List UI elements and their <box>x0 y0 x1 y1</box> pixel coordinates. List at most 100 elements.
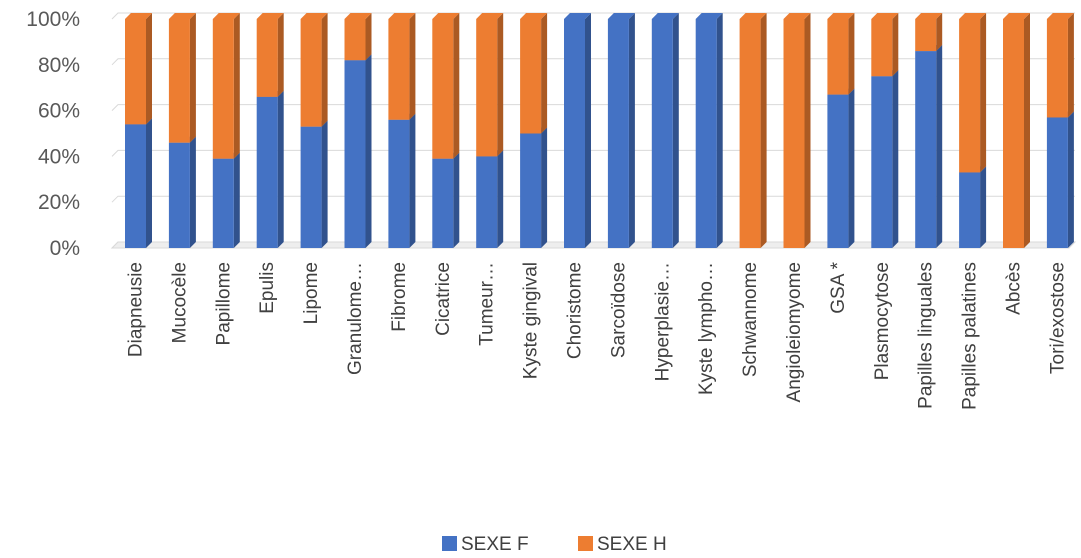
x-category-label: Sarcoïdose <box>608 262 629 358</box>
bar-sexe-f <box>564 19 585 248</box>
bar-side-sexe-h <box>321 13 328 127</box>
bar-side-sexe-h <box>365 13 372 61</box>
bar-side-sexe-f <box>541 127 548 248</box>
bar-sexe-f <box>388 119 410 248</box>
bar-sexe-f <box>1046 117 1068 248</box>
bar-top-sexe-h <box>125 13 152 19</box>
x-category-label: Fibrome <box>389 262 410 332</box>
bar-side-sexe-f <box>585 13 591 248</box>
bar-sexe-f <box>695 19 717 248</box>
x-category-label: Tori/exostose <box>1047 262 1068 374</box>
bar-sexe-f <box>915 51 937 249</box>
bar-sexe-f <box>871 76 893 248</box>
bar-sexe-f <box>432 158 454 248</box>
bar-side-sexe-h <box>848 13 855 95</box>
bar-side-sexe-f <box>233 152 240 248</box>
x-category-label: Hyperplasie… <box>652 262 673 381</box>
bar-sexe-h <box>827 19 849 95</box>
bars <box>125 13 1074 249</box>
bar-sexe-h <box>915 19 937 52</box>
legend-label-sexe-f: SEXE F <box>461 534 529 555</box>
bar-top-sexe-h <box>827 13 855 19</box>
bar-sexe-h <box>300 19 322 127</box>
bar-side-sexe-h <box>760 13 767 248</box>
bar-side-sexe-h <box>453 13 460 159</box>
bar-sexe-h <box>212 19 234 159</box>
bar-side-sexe-h <box>541 13 548 134</box>
x-category-label: GSA * <box>828 261 849 313</box>
x-category-label: Papillome <box>213 262 234 345</box>
bar-side-sexe-f <box>980 166 987 248</box>
bar-top-sexe-h <box>783 13 811 19</box>
x-category-label: Plasmocytose <box>872 262 893 380</box>
x-category-label: Cicatrice <box>433 262 454 336</box>
bar-top-sexe-h <box>1003 13 1030 19</box>
bar-side-sexe-f <box>146 118 152 248</box>
legend-label-sexe-h: SEXE H <box>597 534 667 555</box>
bar-side-sexe-h <box>892 13 899 77</box>
x-category-label: Granulome… <box>345 262 366 375</box>
bar-side-sexe-f <box>628 13 635 248</box>
bar-side-sexe-f <box>892 70 899 248</box>
bar-top-sexe-f <box>564 13 591 19</box>
bar-top-sexe-h <box>344 13 372 19</box>
bar-side-sexe-f <box>1067 111 1074 248</box>
legend-swatch-sexe-f <box>442 536 457 551</box>
bar-sexe-f <box>651 19 673 248</box>
bar-side-sexe-h <box>804 13 811 248</box>
bar-side-sexe-h <box>936 13 943 52</box>
bar-sexe-h <box>1003 19 1024 248</box>
bar-sexe-h <box>783 19 805 248</box>
bar-side-sexe-f <box>365 54 372 248</box>
x-category-label: Schwannome <box>740 262 761 377</box>
bar-sexe-f <box>959 172 981 248</box>
bar-side-sexe-f <box>936 45 943 249</box>
bar-sexe-f <box>168 142 190 248</box>
bar-sexe-f <box>344 60 366 248</box>
legend-swatch-sexe-h <box>578 536 593 551</box>
bar-sexe-f <box>212 158 234 248</box>
bar-side-sexe-f <box>453 152 460 248</box>
bar-top-sexe-h <box>739 13 767 19</box>
y-tick-label: 40% <box>38 145 80 168</box>
bar-top-sexe-f <box>695 13 723 19</box>
bar-side-sexe-h <box>1024 13 1030 248</box>
bar-sexe-h <box>1046 19 1068 118</box>
bar-side-sexe-h <box>980 13 987 173</box>
bar-side-sexe-h <box>233 13 240 159</box>
x-category-label: Papilles palatines <box>960 262 981 410</box>
y-tick-label: 20% <box>38 191 80 214</box>
bar-side-sexe-h <box>146 13 152 125</box>
bar-top-sexe-h <box>432 13 460 19</box>
bar-sexe-f <box>256 96 278 248</box>
bar-sexe-h <box>871 19 893 77</box>
x-category-label: Tumeur… <box>477 262 498 346</box>
bar-side-sexe-f <box>409 113 416 248</box>
bar-top-sexe-h <box>915 13 943 19</box>
bar-sexe-h <box>388 19 410 120</box>
bar-sexe-h <box>476 19 498 157</box>
y-tick-label: 0% <box>50 237 80 260</box>
bar-top-sexe-f <box>607 13 635 19</box>
x-category-label: Papilles linguales <box>916 262 937 409</box>
bar-sexe-f <box>520 133 542 248</box>
bar-side-sexe-h <box>409 13 416 120</box>
bar-sexe-h <box>739 19 761 248</box>
y-tick-label: 60% <box>38 100 80 123</box>
bar-sexe-f <box>125 124 146 248</box>
x-category-label: Choristome <box>565 262 586 359</box>
bar-side-sexe-h <box>1067 13 1074 118</box>
legend: SEXE F SEXE H <box>442 534 667 555</box>
bar-top-sexe-h <box>476 13 504 19</box>
bar-side-sexe-f <box>321 120 328 248</box>
bar-side-sexe-h <box>277 13 284 97</box>
bar-top-sexe-h <box>256 13 284 19</box>
x-category-label: Diapneusie <box>126 262 147 357</box>
bar-top-sexe-h <box>300 13 328 19</box>
y-axis-tick-labels: 0% 20% 40% 60% 80% 100% <box>26 8 80 260</box>
bar-side-sexe-f <box>716 13 723 248</box>
x-category-label: Lipome <box>301 262 322 324</box>
bar-sexe-f <box>300 126 322 248</box>
bar-sexe-f <box>607 19 629 248</box>
